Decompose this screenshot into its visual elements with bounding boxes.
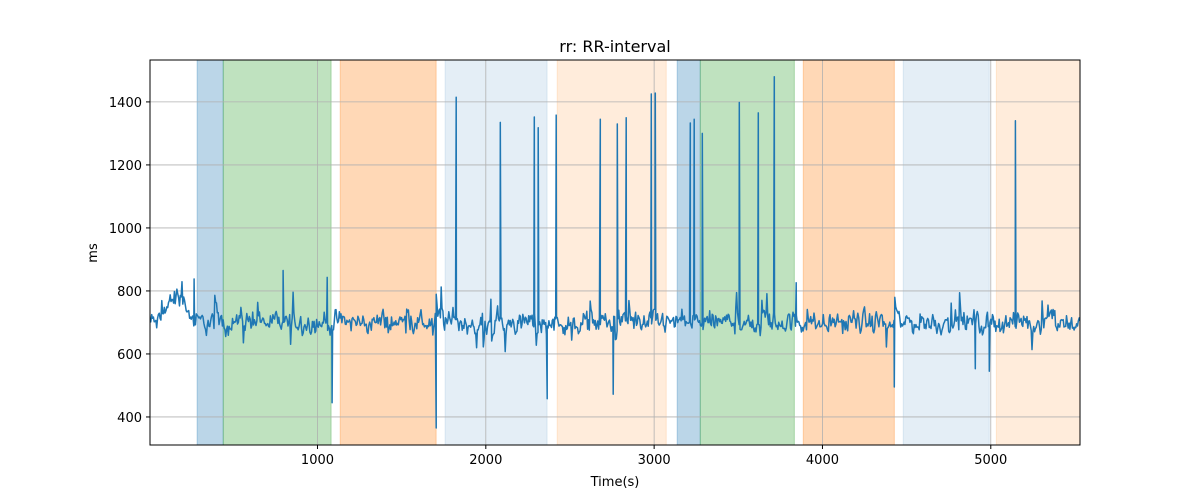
y-tick-label: 1400	[109, 96, 142, 111]
band-6	[699, 59, 795, 446]
x-tick-label: 4000	[806, 453, 839, 468]
x-tick-label: 1000	[301, 453, 334, 468]
y-axis-label: ms	[86, 243, 101, 263]
band-8	[902, 59, 990, 446]
chart-title: rr: RR-interval	[559, 37, 670, 56]
y-tick-label: 600	[117, 348, 142, 363]
band-3	[444, 59, 548, 446]
x-axis-ticks: 1000 2000 3000 4000 5000	[301, 445, 1007, 468]
y-tick-label: 800	[117, 285, 142, 300]
x-tick-label: 5000	[974, 453, 1007, 468]
x-tick-label: 3000	[638, 453, 671, 468]
band-2	[339, 59, 437, 446]
y-tick-label: 1200	[109, 159, 142, 174]
rr-line	[150, 75, 1080, 429]
y-tick-label: 1000	[109, 222, 142, 237]
band-0	[196, 59, 224, 446]
band-5	[676, 59, 701, 446]
band-1	[222, 59, 332, 446]
x-axis-label: Time(s)	[590, 475, 640, 490]
band-4	[556, 59, 667, 446]
axes-frame	[149, 59, 1081, 446]
y-axis-ticks: 400 600 800 1000 1200 1400	[109, 96, 150, 426]
band-7	[802, 59, 895, 446]
grid-lines	[150, 60, 1080, 445]
x-tick-label: 2000	[469, 453, 502, 468]
y-tick-label: 400	[117, 411, 142, 426]
band-9	[995, 59, 1081, 446]
rr-series	[150, 75, 1080, 429]
shaded-bands	[196, 59, 1081, 446]
